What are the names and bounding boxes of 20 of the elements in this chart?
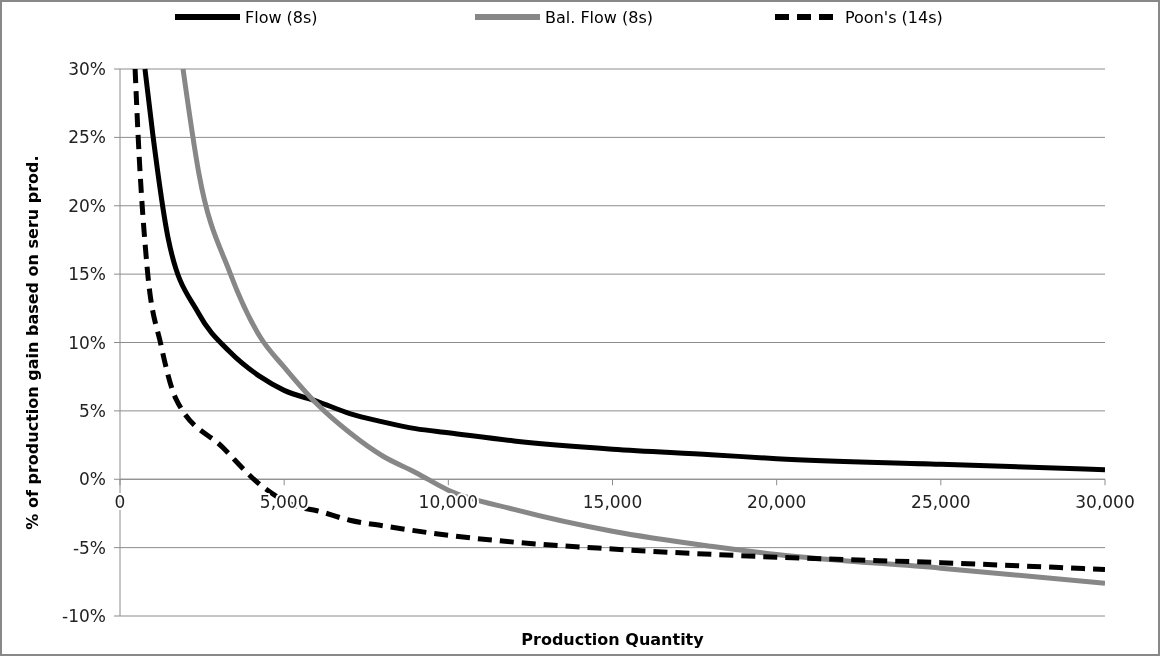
x-tick-label: 15,000 [582,492,643,513]
legend-label: Poon's (14s) [845,8,943,27]
y-tick-label: -10% [62,606,106,626]
y-tick-label: -5% [72,537,106,558]
x-tick-label: 10,000 [418,492,479,513]
legend-label: Flow (8s) [245,8,318,27]
x-tick-label: 25,000 [911,492,971,513]
y-tick-label: 30% [68,59,106,79]
y-tick-label: 25% [68,127,106,148]
x-tick-label: 30,000 [1075,492,1135,513]
y-tick-label: 0% [79,469,106,490]
x-tick-label: 0 [114,492,126,513]
y-tick-label: 20% [68,195,106,216]
y-tick-label: 15% [68,264,106,285]
legend-label: Bal. Flow (8s) [545,8,654,27]
y-tick-label: 5% [79,400,106,421]
y-tick-label: 10% [68,332,106,353]
x-tick-label: 20,000 [746,492,807,513]
y-axis-title: % of production gain based on seru prod. [23,155,42,530]
x-axis-title: Production Quantity [521,630,705,649]
